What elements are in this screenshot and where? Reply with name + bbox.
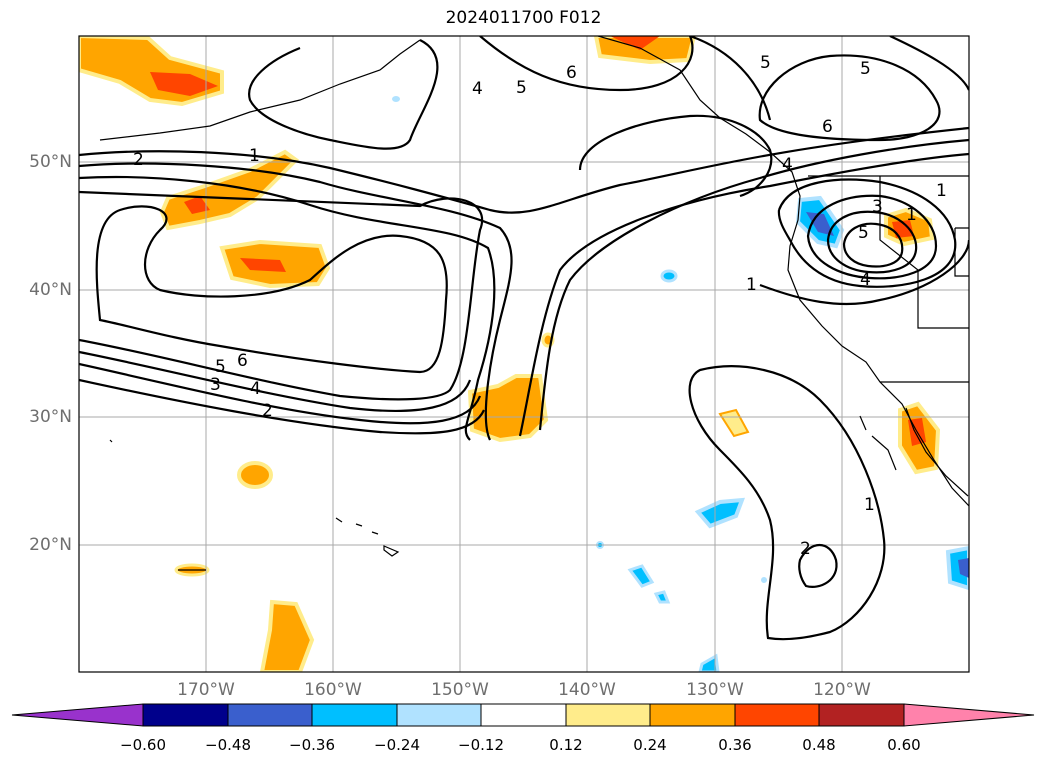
shaded-anomalies — [79, 36, 969, 672]
contour-label: 4 — [472, 79, 483, 99]
contour-label: 2 — [262, 401, 273, 421]
colorbar-segment — [227, 703, 313, 727]
contour-labels: 2 1 4 5 6 5 5 6 4 3 1 1 5 4 1 5 6 3 4 2 … — [133, 53, 947, 559]
contour-label: 5 — [860, 59, 871, 79]
contour-label: 4 — [250, 379, 261, 399]
colorbar-tick-label: −0.60 — [120, 736, 166, 754]
colorbar-tick-label: −0.24 — [374, 736, 420, 754]
negative-anomaly-area — [627, 564, 655, 588]
lon-label: 150°W — [431, 680, 489, 700]
contour-label: 5 — [858, 223, 869, 243]
strong-negative-area — [958, 558, 969, 578]
colorbar-tick-label: 0.48 — [802, 736, 836, 754]
colorbar-tick-label: 0.24 — [633, 736, 667, 754]
contour-label: 3 — [210, 375, 221, 395]
contour-label: 2 — [133, 150, 144, 170]
contour-label: 6 — [822, 117, 833, 137]
contour-label: 4 — [860, 270, 871, 290]
lat-label: 40°N — [29, 280, 72, 300]
contour-label: 3 — [872, 197, 883, 217]
lon-label: 130°W — [686, 680, 744, 700]
colorbar-segment — [311, 703, 398, 727]
strong-negative-area — [806, 212, 834, 236]
contour-label: 6 — [237, 351, 248, 371]
lat-label: 50°N — [29, 152, 72, 172]
weak-positive-area — [718, 408, 750, 438]
weak-negative-area — [761, 577, 767, 583]
contour-label: 4 — [782, 155, 793, 175]
colorbar-segment — [649, 703, 736, 727]
positive-anomaly-area — [259, 599, 315, 672]
colorbar-tick-label: 0.36 — [718, 736, 752, 754]
colorbar-tick-label: −0.36 — [289, 736, 335, 754]
negative-anomaly-area — [945, 545, 969, 591]
strong-anomaly-area — [184, 196, 210, 214]
contour-label: 1 — [249, 146, 260, 166]
strong-anomaly-area — [610, 36, 660, 50]
strong-anomaly-area — [150, 72, 218, 96]
negative-anomaly-area — [694, 497, 745, 529]
colorbar-segment — [396, 703, 482, 727]
negative-anomaly-area — [653, 590, 671, 604]
positive-anomaly-area — [467, 374, 549, 443]
colorbar-extend-left — [11, 703, 144, 727]
lat-label: 30°N — [29, 407, 72, 427]
map-title: 2024011700 F012 — [445, 8, 602, 28]
lon-label: 120°W — [813, 680, 871, 700]
coastlines — [99, 36, 969, 571]
contour-label: 5 — [516, 78, 527, 98]
map-frame — [78, 35, 970, 673]
contour-label: 1 — [906, 205, 917, 225]
lon-label: 160°W — [304, 680, 362, 700]
lon-label: 170°W — [177, 680, 235, 700]
contour-label: 5 — [760, 53, 771, 73]
colorbar-segment — [818, 703, 905, 727]
positive-anomaly-area — [79, 36, 224, 107]
strong-anomaly-area — [240, 258, 286, 272]
contour-label: 1 — [746, 275, 757, 295]
contour-label: 6 — [566, 63, 577, 83]
contour-label: 1 — [936, 181, 947, 201]
colorbar-extend-right — [903, 703, 1035, 727]
positive-anomaly-area — [237, 461, 273, 489]
colorbar-segment — [480, 703, 567, 727]
colorbar-tick-label: −0.48 — [205, 736, 251, 754]
colorbar-tick-label: −0.12 — [458, 736, 504, 754]
colorbar-tick-label: 0.12 — [549, 736, 583, 754]
contour-label: 1 — [864, 495, 875, 515]
colorbar-segment — [565, 703, 651, 727]
negative-anomaly-area — [660, 269, 678, 283]
colorbar-tick-label: 0.60 — [887, 736, 921, 754]
lat-label: 20°N — [29, 535, 72, 555]
lon-label: 140°W — [558, 680, 616, 700]
colorbar-segment — [142, 703, 229, 727]
contour-lines — [79, 36, 969, 641]
colorbar — [11, 703, 1035, 727]
colorbar-segment — [734, 703, 820, 727]
contour-label: 2 — [800, 539, 811, 559]
gridlines — [79, 36, 969, 672]
contour-label: 5 — [215, 357, 226, 377]
negative-anomaly-area — [698, 653, 720, 672]
weak-negative-area — [392, 96, 400, 102]
